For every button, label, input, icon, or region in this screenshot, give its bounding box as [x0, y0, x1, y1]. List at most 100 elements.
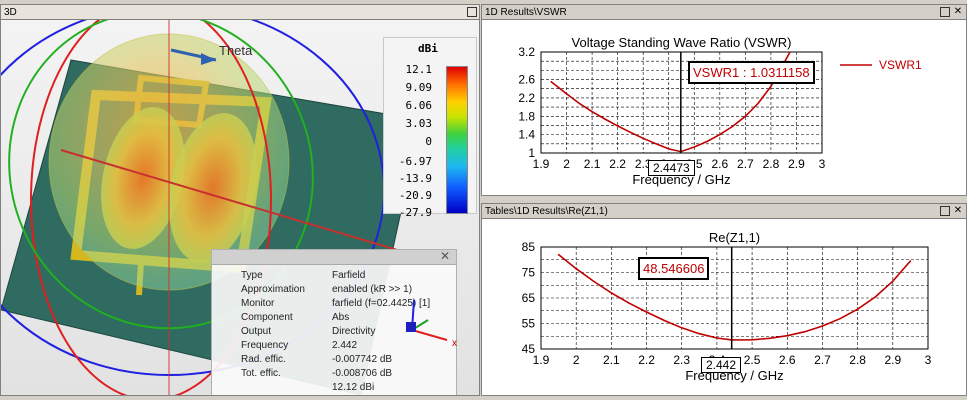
info-value: enabled (kR >> 1) [332, 284, 413, 295]
data-point [628, 302, 630, 304]
x-tick-label: 2.1 [603, 353, 620, 367]
y-tick-label: 45 [522, 342, 536, 356]
data-point [770, 85, 772, 88]
info-value: -0.007742 dB [332, 354, 393, 365]
info-key: Approximation [241, 284, 305, 295]
plot-frame [540, 246, 929, 350]
rez-chart[interactable]: Re(Z1,1)1.922.12.22.32.42.52.62.72.82.93… [482, 219, 967, 396]
series-group [557, 253, 912, 341]
vswr-panel-title: 1D Results\VSWR [485, 7, 567, 18]
info-value: farfield (f=02.4425) [1] [332, 298, 431, 309]
maximize-icon[interactable] [467, 7, 477, 17]
y-tick-label: 2.2 [518, 91, 535, 105]
y-tick-label: 3.2 [518, 45, 535, 59]
chart-title: Voltage Standing Wave Ratio (VSWR) [572, 35, 792, 50]
svg-text:x: x [452, 338, 457, 349]
x-tick-label: 2.7 [814, 353, 831, 367]
legend-value: 12.1 [405, 63, 433, 76]
data-point [557, 253, 560, 256]
data-point [874, 296, 877, 298]
data-point [629, 131, 632, 134]
data-point [731, 125, 734, 128]
data-point [706, 140, 708, 143]
x-tick-label: 2 [573, 353, 580, 367]
data-point [655, 143, 657, 145]
vswr-titlebar: 1D Results\VSWR ✕ [482, 5, 966, 20]
y-tick-label: 65 [522, 291, 536, 305]
legend-unit: dBi [418, 42, 438, 55]
info-value: -0.008706 dB [332, 368, 393, 379]
close-icon[interactable]: ✕ [953, 205, 963, 216]
data-point [667, 148, 670, 150]
farfield-3d-scene[interactable]: Theta Ph [1, 20, 480, 396]
data-point [757, 102, 759, 105]
rez-marker-x-label: 2.442 [701, 357, 742, 373]
vswr-chart[interactable]: Voltage Standing Wave Ratio (VSWR) 1.9 2 2.… [482, 20, 967, 196]
info-value: Directivity [332, 326, 376, 337]
data-point [575, 267, 577, 270]
theta-axis-label: Theta [219, 43, 253, 58]
data-point [768, 337, 771, 340]
x-tick-label: 2.3 [673, 353, 690, 367]
legend-value: -6.97 [398, 155, 432, 168]
data-point [610, 292, 613, 294]
farfield-info-box[interactable]: ✕ Type Farfield Approximation enabled (kR >… [211, 249, 457, 395]
data-point [719, 133, 721, 136]
close-icon[interactable]: ✕ [953, 6, 963, 17]
data-point [693, 146, 696, 148]
legend-value: 0 [425, 135, 432, 148]
data-point [744, 115, 747, 118]
y-tick-label: 2.6 [518, 73, 535, 87]
maximize-icon[interactable] [940, 206, 950, 216]
series-group [550, 52, 791, 153]
legend-value: -27.9 [398, 206, 432, 219]
3d-view-titlebar: 3D [1, 5, 479, 20]
y-tick-label: 1.4 [518, 128, 535, 142]
data-point [751, 339, 753, 341]
x-tick-label: 2.7 [737, 157, 754, 171]
data-point [821, 325, 824, 327]
vswr-result-window[interactable]: 1D Results\VSWR ✕ Voltage Standing Wave … [481, 4, 967, 196]
rez-panel-title: Tables\1D Results\Re(Z1,1) [485, 206, 608, 217]
data-point [550, 81, 553, 83]
x-tick-label: 3 [925, 353, 932, 367]
rez-marker-label: 48.546606 [638, 257, 710, 280]
info-box-titlebar[interactable]: ✕ [212, 249, 456, 265]
colorbar [446, 66, 468, 214]
maximize-icon[interactable] [940, 7, 950, 17]
y-tick-label: 55 [522, 317, 536, 331]
y-tick-label: 1.8 [518, 109, 535, 123]
data-point [839, 317, 841, 320]
x-tick-label: 2.6 [779, 353, 796, 367]
legend-value: 9.09 [405, 81, 433, 94]
x-tick-label: 1.9 [533, 353, 550, 367]
data-point [892, 280, 894, 282]
x-tick-label: 2.9 [788, 157, 805, 171]
info-key: Rad. effic. [241, 354, 286, 365]
data-point [663, 319, 665, 322]
legend-value: -13.9 [398, 172, 432, 185]
x-tick-label: 2.1 [584, 157, 601, 171]
x-tick-label: 2.3 [635, 157, 652, 171]
info-value: 2.442 [332, 340, 358, 351]
info-key: Component [241, 312, 293, 323]
legend-label: VSWR1 [879, 58, 922, 72]
x-tick-label: 2.6 [711, 157, 728, 171]
chart-title: Re(Z1,1) [709, 230, 760, 245]
data-point [616, 125, 619, 127]
legend-value: 3.03 [405, 117, 433, 130]
x-tick-label: 1.9 [533, 157, 550, 171]
series-line [550, 52, 791, 153]
3d-view-window[interactable]: 3D [0, 4, 480, 396]
data-point [591, 110, 593, 113]
x-tick-label: 2.9 [884, 353, 901, 367]
info-value: Abs [332, 312, 350, 323]
data-point [642, 137, 644, 140]
rez-titlebar: Tables\1D Results\Re(Z1,1) ✕ [482, 204, 966, 219]
rez-result-window[interactable]: Tables\1D Results\Re(Z1,1) ✕ Re(Z1,1) 1.9… [481, 203, 967, 396]
close-icon[interactable]: ✕ [439, 249, 450, 263]
x-tick-label: 2.2 [609, 157, 626, 171]
data-point [716, 337, 718, 339]
y-tick-label: 85 [522, 240, 536, 254]
info-key: Type [241, 270, 263, 281]
